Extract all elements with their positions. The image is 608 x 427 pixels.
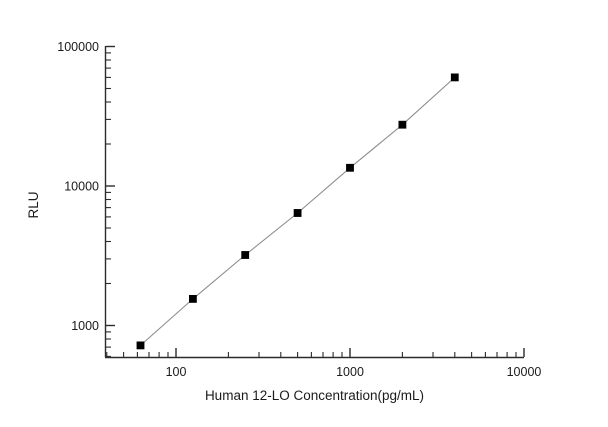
data-point-marker <box>398 120 407 129</box>
y-axis-title: RLU <box>26 191 41 218</box>
data-point-marker <box>346 163 354 172</box>
data-point-marker <box>450 73 459 82</box>
x-axis-title: Human 12-LO Concentration(pg/mL) <box>205 388 424 403</box>
data-point-marker <box>241 251 250 259</box>
x-axis-ticks <box>106 348 525 357</box>
y-axis-tick-labels: 1000 10000 100000 <box>57 40 99 333</box>
x-tick-label: 1000 <box>336 365 364 379</box>
x-tick-label: 100 <box>166 365 187 379</box>
y-axis-ticks <box>106 45 115 357</box>
x-tick-label: 10000 <box>507 365 542 379</box>
y-tick-label: 1000 <box>71 319 99 333</box>
data-point-marker <box>136 341 145 350</box>
series-markers <box>136 73 459 350</box>
y-tick-label: 100000 <box>57 40 99 54</box>
data-point-marker <box>189 294 197 303</box>
y-tick-label: 10000 <box>64 180 99 194</box>
data-point-marker <box>293 209 302 217</box>
x-axis-tick-labels: 100 1000 10000 <box>166 365 542 379</box>
axis-lines <box>104 46 524 359</box>
